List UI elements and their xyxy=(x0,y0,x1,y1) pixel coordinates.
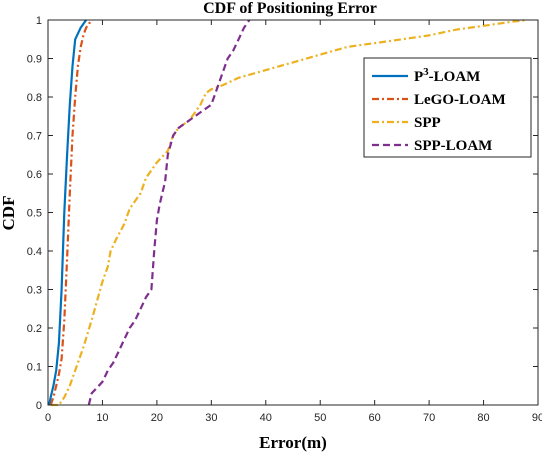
y-tick-label: 0.5 xyxy=(27,208,42,220)
y-tick-label: 0.9 xyxy=(27,54,42,66)
legend-label: LeGO-LOAM xyxy=(414,92,506,108)
y-tick-label: 0.6 xyxy=(27,169,42,181)
x-tick-label: 10 xyxy=(96,412,108,424)
series-line-spp-loam xyxy=(87,19,251,406)
y-tick-label: 0.3 xyxy=(27,285,42,297)
legend-label: P3-LOAM xyxy=(414,66,480,85)
series-line-p3-loam xyxy=(48,19,88,406)
x-tick-label: 90 xyxy=(532,412,542,424)
x-tick-label: 0 xyxy=(45,412,51,424)
legend-box xyxy=(363,57,532,158)
x-tick-label: 30 xyxy=(205,412,217,424)
x-tick-label: 40 xyxy=(260,412,272,424)
series-line-spp xyxy=(50,18,528,407)
y-tick-label: 0.7 xyxy=(27,131,42,143)
series-line-lego-loam xyxy=(49,19,93,406)
y-tick-label: 0.8 xyxy=(27,92,42,104)
y-axis-label: CDF xyxy=(0,196,18,231)
series-layer xyxy=(48,18,528,407)
x-tick-label: 70 xyxy=(423,412,435,424)
y-tick-label: 0.2 xyxy=(27,323,42,335)
ticks-layer: 0 10 20 30 40 50 60 70 80 90 0 0.1 0.2 0.3 0.4 0.5 0.6 0.… xyxy=(27,15,542,424)
legend-label: SPP xyxy=(414,115,441,131)
x-tick-label: 80 xyxy=(477,412,489,424)
chart-title: CDF of Positioning Error xyxy=(203,0,377,17)
x-axis-label: Error(m) xyxy=(259,433,327,452)
y-tick-label: 1 xyxy=(36,15,42,27)
x-tick-label: 20 xyxy=(151,412,163,424)
y-tick-label: 0.4 xyxy=(27,246,42,258)
y-tick-label: 0 xyxy=(36,400,42,412)
y-tick-label: 0.1 xyxy=(27,362,42,374)
legend-label: SPP-LOAM xyxy=(414,138,492,154)
legend: P3-LOAM LeGO-LOAM SPP SPP-LOAM xyxy=(363,57,532,158)
x-tick-label: 60 xyxy=(369,412,381,424)
x-tick-label: 50 xyxy=(314,412,326,424)
